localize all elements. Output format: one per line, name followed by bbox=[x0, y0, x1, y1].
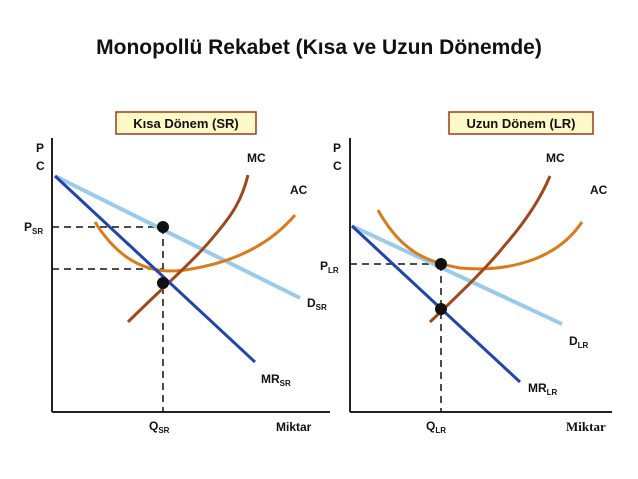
short-run-badge-box bbox=[115, 111, 257, 135]
lr-mr-mc-point bbox=[435, 303, 447, 315]
sr-price-point bbox=[157, 221, 169, 233]
sr-ac-label: AC bbox=[290, 183, 308, 197]
sr-mr-label: MRSR bbox=[261, 372, 291, 388]
lr-demand-curve bbox=[351, 224, 563, 326]
lr-mr-label: MRLR bbox=[528, 381, 558, 397]
lr-x-axis-label: Miktar bbox=[566, 419, 606, 434]
long-run-badge-box bbox=[448, 111, 594, 135]
short-run-badge: Kısa Dönem (SR) bbox=[133, 116, 238, 131]
lr-price-label: PLR bbox=[320, 259, 339, 275]
lr-price-point bbox=[435, 258, 447, 270]
lr-y-axis-p: P bbox=[333, 141, 341, 155]
long-run-panel: Uzun Dönem (LR) P C PLR MC AC DLR MRLR Q… bbox=[320, 111, 612, 435]
lr-mc-label: MC bbox=[546, 151, 565, 165]
sr-ac-curve bbox=[93, 214, 297, 273]
sr-y-axis-c: C bbox=[36, 159, 45, 173]
sr-demand-curve bbox=[54, 174, 301, 300]
lr-quantity-label: QLR bbox=[426, 419, 446, 435]
lr-mc-curve bbox=[428, 175, 552, 324]
lr-demand-label: DLR bbox=[569, 334, 589, 350]
lr-ac-curve bbox=[376, 209, 584, 271]
lr-y-axis-c: C bbox=[333, 159, 342, 173]
sr-mc-label: MC bbox=[247, 151, 266, 165]
lr-mr-curve bbox=[350, 224, 522, 384]
sr-mr-curve bbox=[53, 174, 257, 364]
sr-quantity-label: QSR bbox=[149, 419, 170, 435]
lr-ac-label: AC bbox=[590, 183, 608, 197]
sr-mc-curve bbox=[126, 174, 250, 324]
diagram-title: Monopollü Rekabet (Kısa ve Uzun Dönemde) bbox=[96, 36, 542, 59]
sr-y-axis-p: P bbox=[36, 141, 44, 155]
sr-demand-label: DSR bbox=[307, 296, 327, 312]
sr-price-label: PSR bbox=[24, 220, 43, 236]
long-run-badge: Uzun Dönem (LR) bbox=[466, 116, 575, 131]
sr-mr-mc-point bbox=[157, 277, 169, 289]
short-run-panel: Kısa Dönem (SR) P C PSR MC AC DSR MRSR Q… bbox=[24, 111, 330, 435]
sr-x-axis-label: Miktar bbox=[276, 420, 312, 434]
